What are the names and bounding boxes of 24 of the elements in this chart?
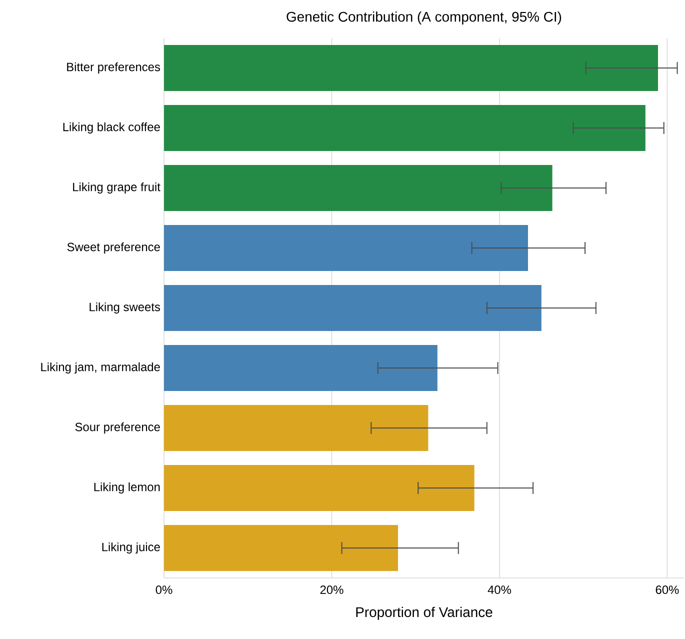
bar — [164, 285, 542, 332]
x-tick-label: 60% — [656, 586, 679, 594]
x-tick-label: 0% — [156, 586, 172, 594]
y-tick-label: Liking black coffee — [63, 122, 160, 134]
x-tick-label: 40% — [488, 586, 512, 594]
bar — [164, 405, 428, 452]
y-tick-label: Liking sweets — [90, 302, 160, 314]
bar — [164, 165, 552, 212]
bar — [164, 105, 646, 152]
x-tick-label: 20% — [320, 586, 344, 594]
y-tick-label: Liking grape fruit — [73, 182, 160, 194]
y-tick-label: Sour preference — [75, 422, 160, 434]
bar — [164, 225, 528, 272]
x-axis-title: Proportion of Variance — [356, 606, 492, 620]
y-tick-label: Liking juice — [102, 542, 160, 554]
bar — [164, 465, 474, 512]
y-tick-label: Liking lemon — [94, 482, 160, 494]
y-tick-label: Sweet preference — [67, 242, 160, 254]
bar — [164, 345, 438, 392]
y-tick-label: Bitter preferences — [67, 62, 160, 74]
y-tick-label: Liking jam, marmalade — [41, 362, 160, 374]
chart-title: Genetic Contribution (A component, 95% CI) — [286, 12, 562, 24]
bar — [164, 45, 658, 91]
bar — [164, 525, 398, 572]
